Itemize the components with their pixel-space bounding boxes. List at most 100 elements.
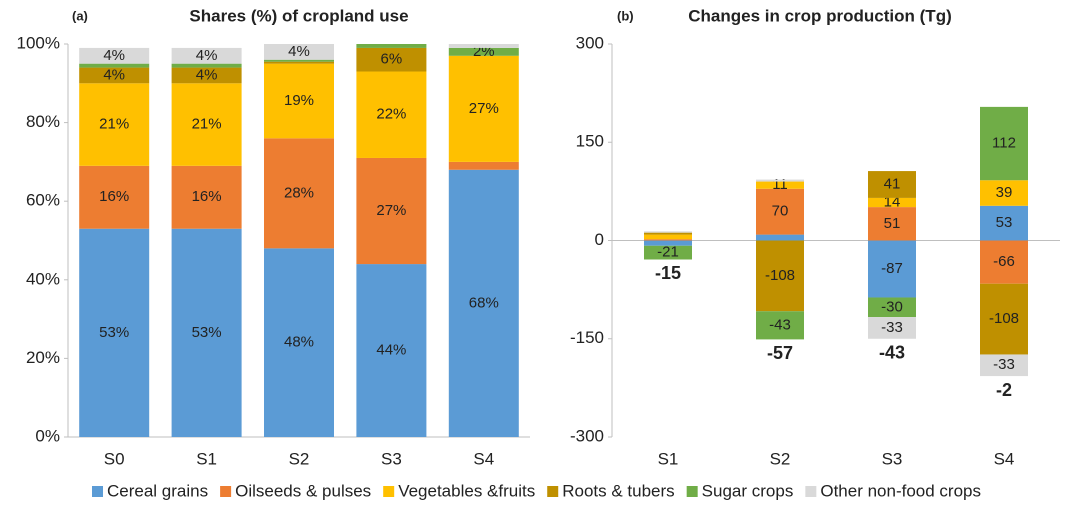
panel-label: (a) <box>72 8 88 23</box>
legend-swatch <box>686 486 698 497</box>
panel-label: (b) <box>617 8 634 23</box>
bar-segment: Other non-food crops <box>980 354 1028 377</box>
y-tick-label: -300 <box>570 426 604 445</box>
data-label: -66 <box>993 253 1015 270</box>
data-label: 39 <box>996 184 1013 201</box>
total-label: -43 <box>879 343 905 363</box>
legend-swatch <box>220 486 232 497</box>
y-tick-label: 20% <box>26 348 60 367</box>
bar-segment <box>171 228 242 437</box>
x-tick-label: S2 <box>770 449 791 468</box>
data-label: 22% <box>376 106 406 123</box>
data-label: 4% <box>103 66 125 83</box>
bar-segment <box>356 71 427 158</box>
bar-segment <box>448 169 519 437</box>
bar-segment: Sugar crops <box>868 297 916 318</box>
y-tick-label: 0 <box>595 230 604 249</box>
data-label: 41 <box>884 175 901 192</box>
bar-segment: Oilseeds & pulses <box>756 188 804 235</box>
x-tick-label: S3 <box>882 449 903 468</box>
bar-segment: Sugar crops <box>756 311 804 340</box>
bar-segment: Roots & tubers <box>868 171 916 198</box>
bar-segment <box>264 248 334 437</box>
data-label: -30 <box>881 298 903 315</box>
bar-segment: Vegetables &fruits <box>980 180 1028 206</box>
data-label: -21 <box>657 244 679 261</box>
x-tick-label: S4 <box>473 449 494 468</box>
data-label: 53% <box>192 324 222 341</box>
bar-segment <box>448 55 519 162</box>
bar-segment: Vegetables &fruits <box>644 234 692 240</box>
legend-label: Other non-food crops <box>820 481 981 500</box>
bar-segment: Vegetables &fruits <box>756 181 804 189</box>
legend-label: Oilseeds & pulses <box>235 481 371 500</box>
bar-segment <box>79 47 150 64</box>
data-label: 21% <box>99 116 129 133</box>
y-tick-label: 0% <box>35 426 60 445</box>
bar-segment <box>79 165 150 229</box>
y-tick-label: 150 <box>576 132 604 151</box>
x-tick-label: S2 <box>289 449 310 468</box>
data-label: -33 <box>993 356 1015 373</box>
x-tick-label: S1 <box>658 449 679 468</box>
bar-segment <box>448 161 519 170</box>
data-label: 19% <box>284 92 314 109</box>
data-label: 44% <box>376 342 406 359</box>
bar-segment <box>448 44 519 48</box>
total-label: -15 <box>655 263 681 283</box>
bar-segment: Vegetables &fruits <box>868 197 916 208</box>
y-tick-label: 300 <box>576 33 604 52</box>
total-label: -57 <box>767 343 793 363</box>
data-label: -43 <box>769 316 791 333</box>
bar-segment <box>356 44 427 48</box>
x-tick-label: S0 <box>104 449 125 468</box>
bar-segment <box>356 264 427 437</box>
legend-label: Vegetables &fruits <box>398 481 535 500</box>
data-label: 70 <box>772 203 789 220</box>
legend-label: Roots & tubers <box>562 481 674 500</box>
data-label: 112 <box>992 135 1016 152</box>
legend-swatch <box>92 486 103 497</box>
total-label: -2 <box>996 380 1012 400</box>
bar-segment: Cereal grains <box>644 240 692 246</box>
bar-segment: Cereal grains <box>980 205 1028 241</box>
bar-segment <box>264 61 334 64</box>
data-label: 27% <box>469 100 499 117</box>
bar-segment <box>171 47 242 64</box>
legend-label: Cereal grains <box>107 481 208 500</box>
bar-segment: Other non-food crops <box>756 179 804 182</box>
bar-segment: Cereal grains <box>868 240 916 298</box>
bar-segment: Other non-food crops <box>644 231 692 233</box>
bar-segment: Oilseeds & pulses <box>980 240 1028 284</box>
data-label: 4% <box>103 47 125 64</box>
data-label: -87 <box>881 260 903 277</box>
legend-label: Sugar crops <box>702 481 794 500</box>
bar-segment <box>264 138 334 249</box>
y-tick-label: 40% <box>26 269 60 288</box>
bar-segment: Roots & tubers <box>644 232 692 235</box>
chart-title: Shares (%) of cropland use <box>189 6 408 25</box>
data-label: 28% <box>284 184 314 201</box>
data-label: 53 <box>996 214 1013 231</box>
data-label: 4% <box>196 47 218 64</box>
x-tick-label: S4 <box>994 449 1015 468</box>
bar-segment <box>171 165 242 229</box>
data-label: -33 <box>881 319 903 336</box>
data-label: -108 <box>989 310 1019 327</box>
bar-segment: Oilseeds & pulses <box>868 207 916 241</box>
bar-segment <box>171 83 242 166</box>
data-label: 6% <box>381 51 403 68</box>
data-label: 27% <box>376 202 406 219</box>
bar-segment <box>448 47 519 56</box>
bar-segment: Oilseeds & pulses <box>644 239 692 241</box>
legend-swatch <box>383 486 395 497</box>
y-tick-label: 60% <box>26 191 60 210</box>
bar-segment: Cereal grains <box>756 234 804 241</box>
data-label: 53% <box>99 324 129 341</box>
bar-segment <box>356 47 427 72</box>
bar-segment: Roots & tubers <box>756 240 804 312</box>
bar-segment: Sugar crops <box>980 106 1028 181</box>
bar-segment <box>264 63 334 139</box>
bar-segment <box>264 44 334 60</box>
bar-segment <box>79 67 150 84</box>
